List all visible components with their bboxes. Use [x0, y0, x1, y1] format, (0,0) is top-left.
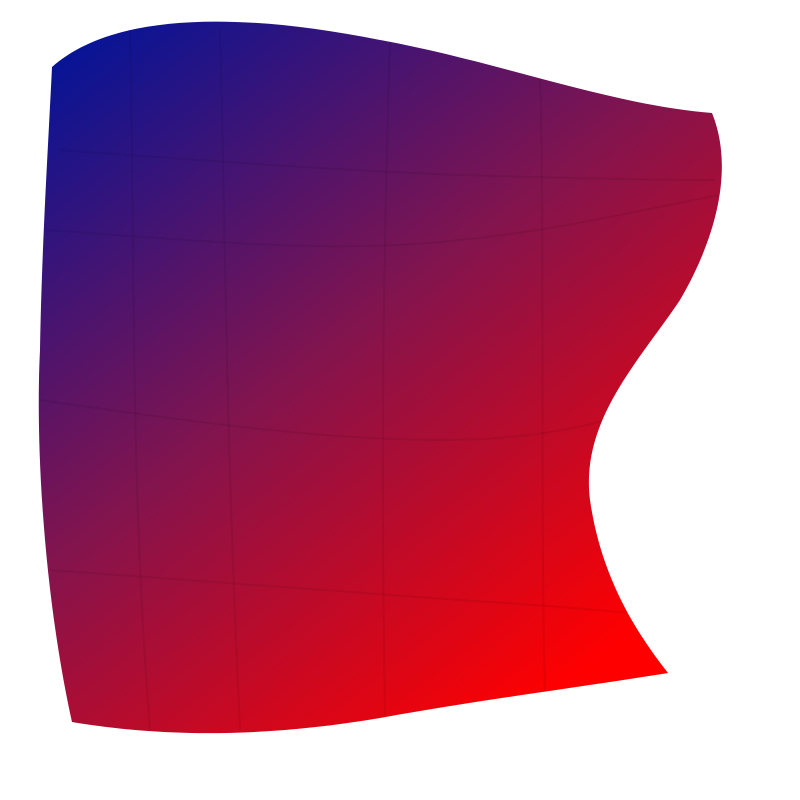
- surface-grid: [39, 29, 721, 731]
- grid-line: [219, 29, 241, 731]
- grid-line: [44, 194, 721, 248]
- grid-line: [129, 29, 151, 731]
- surface-fill: [38, 21, 722, 734]
- grid-line: [59, 149, 716, 181]
- grid-line: [539, 74, 546, 696]
- grid-line: [49, 569, 651, 616]
- grid-line: [39, 399, 641, 442]
- grid-line: [381, 39, 391, 716]
